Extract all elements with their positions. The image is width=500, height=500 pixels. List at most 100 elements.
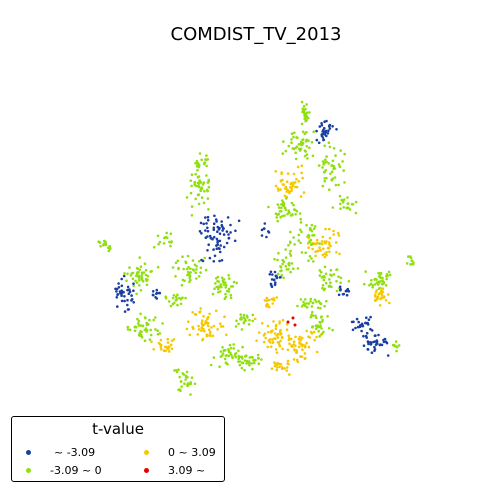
map-point xyxy=(307,259,310,263)
map-point xyxy=(329,281,332,285)
map-point xyxy=(388,273,392,277)
map-point xyxy=(197,324,200,328)
map-point xyxy=(339,207,342,210)
map-point xyxy=(299,217,303,221)
map-point xyxy=(412,261,415,264)
map-point xyxy=(195,277,198,280)
map-point xyxy=(279,328,282,332)
legend-swatch xyxy=(26,450,31,455)
legend-label: ~ -3.09 xyxy=(54,446,96,459)
map-point xyxy=(177,266,180,270)
map-point xyxy=(286,172,290,175)
map-point xyxy=(374,299,377,303)
map-point xyxy=(277,212,281,216)
map-point xyxy=(319,249,322,252)
map-point xyxy=(276,272,280,276)
map-point xyxy=(311,234,314,237)
map-point xyxy=(208,234,212,238)
map-point xyxy=(362,334,365,338)
map-point xyxy=(133,329,137,333)
map-point xyxy=(300,355,304,359)
map-point xyxy=(303,154,307,158)
map-point xyxy=(276,187,280,190)
map-point xyxy=(369,315,372,319)
map-point xyxy=(158,291,162,295)
map-point xyxy=(227,354,231,358)
map-point xyxy=(373,345,376,349)
map-point xyxy=(304,298,307,301)
map-point xyxy=(382,296,386,299)
map-point xyxy=(218,232,222,235)
map-point xyxy=(274,274,278,278)
map-point xyxy=(346,206,349,209)
map-point xyxy=(350,320,354,324)
map-point xyxy=(344,289,348,293)
map-point xyxy=(328,188,331,191)
map-point xyxy=(331,206,335,209)
map-point xyxy=(220,259,224,262)
map-point xyxy=(237,360,240,363)
map-point xyxy=(297,180,301,183)
map-point xyxy=(267,330,270,334)
map-point xyxy=(221,229,224,232)
map-point xyxy=(205,222,208,225)
map-point xyxy=(227,287,231,291)
map-point xyxy=(167,300,171,303)
map-point xyxy=(238,363,242,367)
map-point xyxy=(200,321,204,325)
map-point xyxy=(312,330,316,334)
map-point xyxy=(308,254,312,258)
map-point xyxy=(131,277,135,281)
map-point xyxy=(273,270,277,274)
map-point xyxy=(321,284,325,287)
map-point xyxy=(169,343,173,347)
map-point xyxy=(304,304,307,308)
map-point xyxy=(163,236,167,239)
map-point xyxy=(189,179,193,182)
map-point xyxy=(274,327,278,331)
map-point xyxy=(381,282,384,286)
map-point xyxy=(177,368,180,372)
map-point xyxy=(308,146,311,150)
map-point xyxy=(195,159,199,163)
map-point xyxy=(275,296,279,299)
map-point xyxy=(303,112,306,115)
map-point xyxy=(278,365,281,369)
map-point xyxy=(139,330,142,333)
map-point xyxy=(108,244,112,248)
map-point xyxy=(227,233,230,236)
map-point xyxy=(369,282,373,286)
map-point xyxy=(274,281,277,285)
map-point xyxy=(281,200,285,204)
map-point xyxy=(237,219,241,223)
map-point xyxy=(284,149,288,153)
map-point xyxy=(287,268,290,271)
map-point xyxy=(195,265,198,268)
map-point xyxy=(304,116,308,120)
map-point xyxy=(295,177,298,181)
map-point xyxy=(251,313,255,317)
map-point xyxy=(319,321,322,325)
map-point xyxy=(328,124,331,127)
map-point xyxy=(305,302,309,305)
map-point xyxy=(207,324,210,328)
map-point xyxy=(342,169,346,172)
map-point xyxy=(334,154,337,157)
map-point xyxy=(116,305,119,308)
map-point xyxy=(128,290,132,294)
map-point xyxy=(168,350,171,353)
map-point xyxy=(280,203,283,206)
map-point xyxy=(283,214,286,217)
map-point xyxy=(184,375,188,379)
map-point xyxy=(202,315,205,318)
map-point xyxy=(300,344,304,348)
map-point xyxy=(273,258,276,261)
map-point xyxy=(289,241,292,245)
map-point xyxy=(220,276,224,280)
map-point xyxy=(234,325,238,328)
map-point xyxy=(291,213,294,216)
map-point xyxy=(178,375,181,379)
map-point xyxy=(314,324,318,328)
map-point xyxy=(305,306,309,309)
map-point xyxy=(284,264,288,268)
